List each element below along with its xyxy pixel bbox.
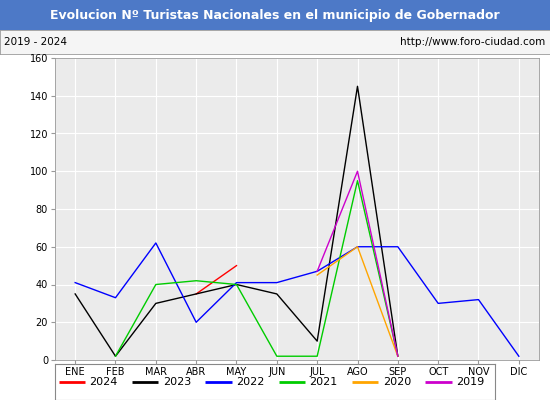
Text: 2021: 2021	[310, 377, 338, 387]
Text: 2023: 2023	[163, 377, 191, 387]
Text: 2024: 2024	[90, 377, 118, 387]
Text: 2019: 2019	[456, 377, 485, 387]
Text: 2022: 2022	[236, 377, 265, 387]
Text: Evolucion Nº Turistas Nacionales en el municipio de Gobernador: Evolucion Nº Turistas Nacionales en el m…	[50, 8, 500, 22]
Text: 2020: 2020	[383, 377, 411, 387]
Text: http://www.foro-ciudad.com: http://www.foro-ciudad.com	[400, 37, 546, 47]
Text: 2019 - 2024: 2019 - 2024	[4, 37, 68, 47]
